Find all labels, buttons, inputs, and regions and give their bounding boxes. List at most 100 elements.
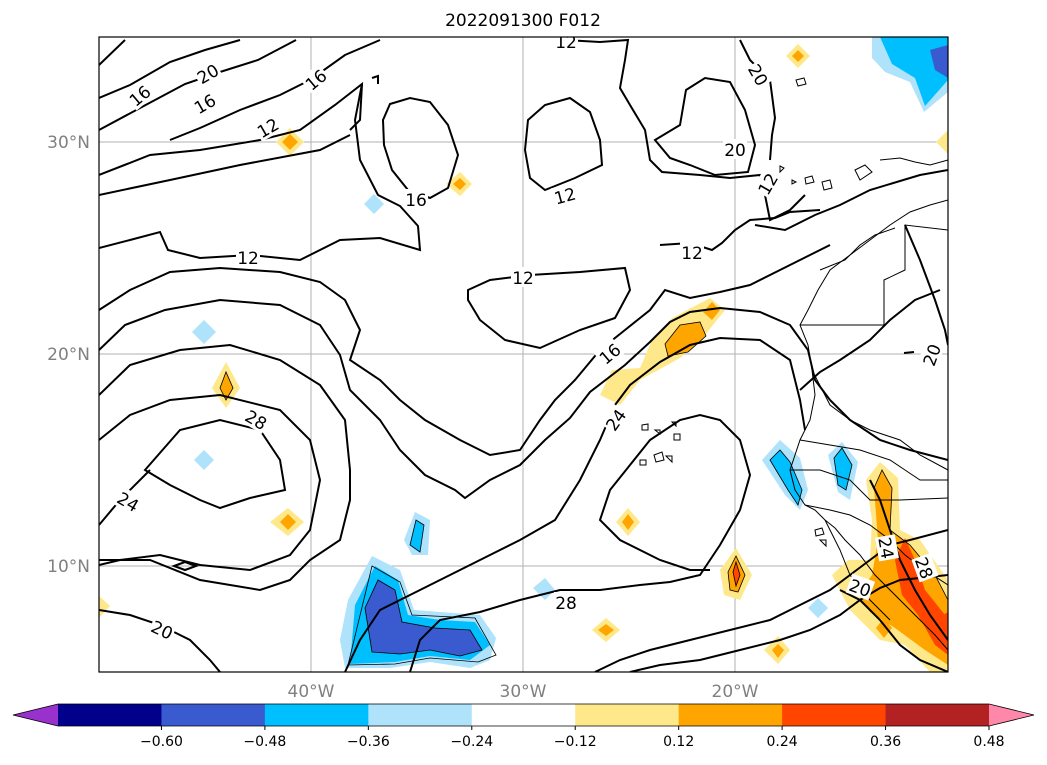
contour-line	[381, 96, 460, 200]
colorbar-extend-max	[989, 704, 1034, 726]
island	[779, 165, 785, 174]
coastlines	[639, 77, 948, 651]
contour-label: 12	[680, 242, 704, 264]
colorbar-segment	[58, 704, 162, 726]
country-border	[799, 439, 948, 481]
negative-anomaly-region	[364, 194, 384, 214]
contour-line	[99, 39, 126, 66]
colorbar-segment	[885, 704, 990, 726]
contour-lines	[99, 38, 948, 672]
country-border	[819, 227, 896, 271]
contour-label-text: 12	[237, 249, 259, 269]
contour-line	[653, 76, 757, 177]
colorbar-tick-label: −0.24	[450, 734, 493, 750]
map-title: 2022091300 F012	[445, 11, 601, 31]
country-border	[800, 224, 948, 326]
colorbar-tick-label: −0.48	[243, 734, 286, 750]
positive-anomaly-region	[895, 538, 948, 655]
contour-label-text: 16	[405, 191, 427, 211]
colorbar-segment	[264, 704, 369, 726]
country-border	[811, 369, 948, 471]
lon-label-30w: 30°W	[500, 682, 547, 702]
island	[673, 433, 681, 441]
lon-label-40w: 40°W	[288, 682, 335, 702]
positive-anomaly-region	[772, 644, 784, 658]
island	[664, 455, 673, 464]
contour-label-text: 12	[681, 244, 703, 264]
negative-anomaly-region	[533, 578, 555, 600]
contour-line	[143, 418, 287, 510]
positive-anomaly-region	[792, 50, 804, 62]
contour-line	[99, 343, 351, 592]
contour-line	[99, 134, 351, 196]
contour-label: 28	[554, 592, 578, 614]
island	[653, 451, 665, 463]
negative-anomaly-region	[930, 45, 948, 78]
island	[653, 429, 661, 436]
colorbar-segment	[471, 704, 576, 726]
island	[639, 459, 647, 466]
colorbar: −0.60 −0.48 −0.36 −0.24 −0.12 0.12 0.24 0.36 0.4…	[12, 703, 1035, 750]
colorbar-tick-label: 0.36	[870, 734, 901, 750]
colorbar-segment	[782, 704, 887, 726]
contour-line	[371, 74, 379, 84]
contour-label: 20	[723, 139, 747, 161]
country-border	[824, 519, 891, 621]
contour-label: 12	[511, 267, 535, 289]
island	[818, 539, 827, 548]
island	[791, 179, 798, 185]
country-border	[854, 164, 873, 181]
positive-anomaly-region	[703, 302, 720, 320]
contour-line	[99, 39, 241, 99]
country-border	[879, 157, 948, 166]
colorbar-tick-label: −0.12	[554, 734, 597, 750]
negative-anomaly-region	[365, 580, 482, 656]
positive-anomaly-region	[876, 618, 892, 638]
country-border	[790, 469, 948, 501]
contour-line	[99, 609, 221, 672]
contour-line	[839, 589, 948, 672]
positive-anomaly-region	[280, 514, 296, 530]
negative-anomaly-region	[192, 320, 216, 344]
negative-anomaly-region	[194, 450, 214, 470]
contour-line	[409, 413, 752, 672]
contour-line	[523, 96, 604, 192]
positive-anomaly-region	[453, 178, 466, 190]
contour-label-text: 28	[555, 594, 577, 614]
colorbar-segment	[161, 704, 266, 726]
colorbar-segment	[678, 704, 783, 726]
contour-label-text: 24	[873, 536, 896, 561]
colorbar-tick-label: 0.24	[767, 734, 798, 750]
contour-line	[344, 336, 806, 672]
contour-line	[171, 560, 199, 572]
colorbar-tick-label: −0.60	[140, 734, 183, 750]
contour-line	[99, 298, 831, 500]
colorbar-tick-label: 0.48	[973, 734, 1004, 750]
contour-label-text: 12	[555, 33, 577, 53]
positive-anomaly-region	[936, 130, 948, 154]
positive-anomaly-region	[665, 322, 706, 356]
contour-line	[169, 39, 381, 141]
island	[821, 179, 833, 191]
negative-anomaly-region	[880, 37, 948, 106]
contour-line	[739, 39, 777, 161]
negative-anomaly-region	[770, 450, 802, 505]
contour-line	[564, 38, 806, 222]
positive-anomaly-region	[622, 514, 634, 530]
colorbar-tick-label: 0.12	[663, 734, 694, 750]
island	[795, 77, 807, 87]
island	[641, 423, 649, 431]
colorbar-extend-min	[13, 704, 58, 726]
contour-line	[99, 81, 364, 176]
contour-line	[754, 169, 948, 232]
contour-line	[829, 399, 948, 461]
island	[670, 421, 677, 428]
lat-label-30n: 30°N	[47, 133, 90, 153]
contour-label-text: 20	[724, 141, 746, 161]
positive-anomaly-region	[99, 596, 110, 618]
contour-line	[629, 574, 948, 672]
contour-line	[904, 224, 948, 346]
contour-label: 16	[404, 189, 428, 211]
lon-label-20w: 20°W	[712, 682, 759, 702]
